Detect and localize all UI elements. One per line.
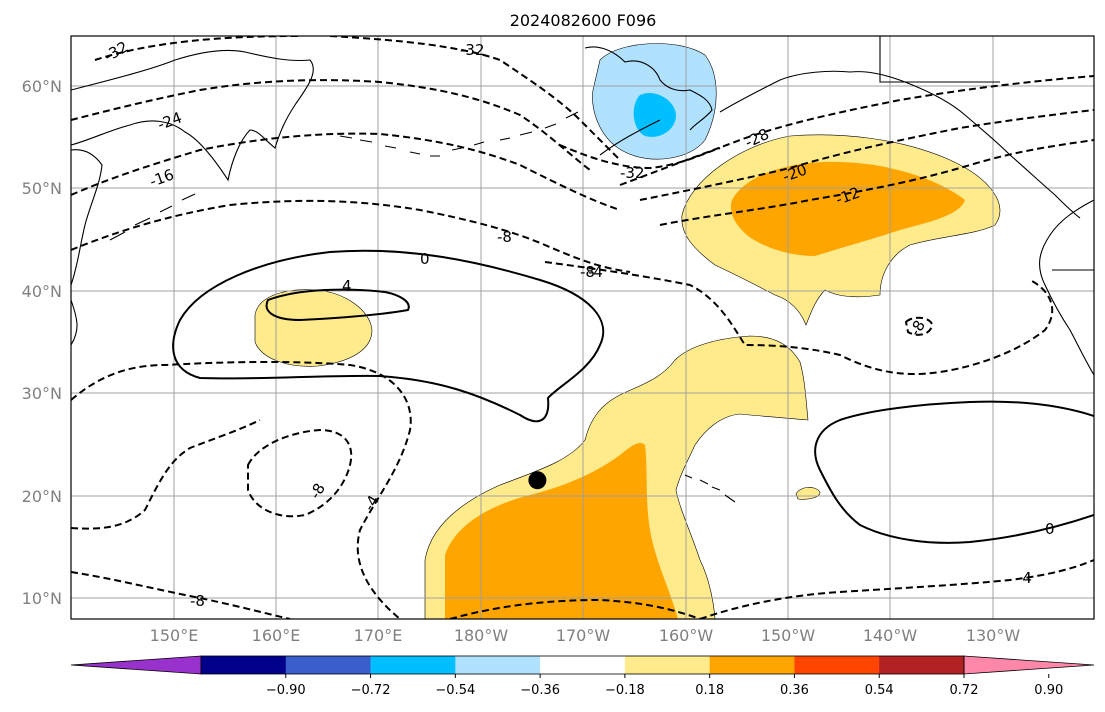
colorbar: −0.90 −0.72 −0.54 −0.36 −0.18 0.18 0.36 0.54 0.7… — [70, 655, 1095, 698]
lat-label: 40°N — [22, 282, 62, 301]
colorbar-tick-label: 0.18 — [695, 683, 724, 698]
anomaly-orange-subtropics — [445, 443, 678, 619]
coast-north-america — [1039, 199, 1094, 376]
lat-label: 10°N — [22, 589, 62, 608]
contour-neg4-west — [71, 360, 412, 619]
contour-zero-east — [814, 400, 1094, 544]
contour-neg4-north — [544, 261, 1054, 375]
map-border — [70, 35, 1095, 620]
anomaly-fill — [254, 43, 1001, 619]
coast-aleutians — [339, 111, 579, 157]
colorbar-segment — [709, 656, 795, 674]
contour-4-west — [265, 288, 410, 322]
colorbar-tick-label: 0.90 — [1034, 683, 1063, 698]
lon-label: 150°W — [761, 626, 816, 645]
anomaly-blue-bering — [633, 92, 676, 137]
contour-label: -8 — [580, 263, 595, 281]
gridlines — [71, 36, 1094, 619]
colorbar-tick-label: −0.54 — [435, 683, 475, 698]
colorbar-segment — [794, 656, 880, 674]
contour-label: -8 — [497, 228, 512, 246]
contour-label: 0 — [1045, 520, 1055, 538]
colorbar-tick-label: −0.18 — [605, 683, 645, 698]
lat-label: 50°N — [22, 179, 62, 198]
lat-label: 30°N — [22, 384, 62, 403]
coast-sakhalin-japan — [71, 149, 103, 346]
colorbar-tick-label: −0.36 — [520, 683, 560, 698]
contour-neg8-west — [247, 428, 353, 518]
colorbar-outline — [200, 655, 965, 675]
lon-label: 170°E — [354, 626, 403, 645]
colorbar-segment — [455, 656, 541, 674]
contour-neg8-southcenter — [449, 598, 701, 619]
lon-label: 140°W — [863, 626, 918, 645]
contour-neg16 — [71, 132, 621, 211]
colorbar-segment — [201, 656, 287, 674]
colorbar-tick-label: 0.72 — [950, 683, 979, 698]
contour-neg32-loop — [559, 144, 721, 170]
anomaly-orange-gulf-alaska — [730, 161, 965, 256]
lon-label: 130°W — [966, 626, 1021, 645]
contour-label: -32 — [460, 41, 485, 59]
lon-label: 170°W — [556, 626, 611, 645]
contour-label: 0 — [420, 250, 430, 268]
colorbar-segment — [285, 656, 372, 674]
coast-kamchatka — [71, 49, 314, 182]
colorbar-extend-high — [963, 655, 1095, 675]
lon-label: 160°W — [659, 626, 714, 645]
coast-kuril — [109, 193, 196, 241]
map-title: 2024082600 F096 — [510, 11, 657, 30]
contour-neg8-south — [71, 571, 291, 619]
location-marker — [528, 471, 547, 490]
colorbar-tick-label: −0.90 — [266, 683, 306, 698]
colorbar-segment — [370, 656, 456, 674]
contour-neg8-north — [71, 199, 631, 273]
contour-label: -8 — [190, 592, 205, 610]
latitude-labels: 60°N 50°N 40°N 30°N 20°N 10°N — [22, 77, 62, 608]
lon-label: 160°E — [252, 626, 301, 645]
contour-label: -32 — [620, 164, 645, 182]
contour-zero-west — [172, 249, 605, 423]
colorbar-segment — [624, 656, 711, 674]
colorbar-segment — [540, 656, 626, 674]
contour-neg24 — [71, 79, 591, 171]
lat-label: 20°N — [22, 487, 62, 506]
lon-label: 150°E — [150, 626, 199, 645]
lat-label: 60°N — [22, 77, 62, 96]
longitude-labels: 150°E 160°E 170°E 180°W 170°W 160°W 150°… — [150, 626, 1021, 645]
colorbar-tick-label: −0.72 — [351, 683, 391, 698]
contour-label: -4 — [1017, 569, 1032, 587]
coast-border — [879, 36, 1094, 271]
contour-label: 4 — [342, 277, 352, 295]
contour-neg28 — [619, 75, 1094, 186]
contour-neg4-southwest — [71, 419, 261, 530]
colorbar-extend-low — [70, 655, 202, 675]
lon-label: 180°W — [454, 626, 509, 645]
contour-neg4-southeast — [699, 559, 1094, 619]
coastlines — [71, 36, 1094, 503]
coast-alaska — [584, 46, 1081, 219]
colorbar-tick-label: 0.54 — [865, 683, 894, 698]
colorbar-tick-label: 0.36 — [780, 683, 809, 698]
contour-label: -4 — [588, 263, 603, 281]
map-area: -32 -32 -24 -16 -8 -28 -20 -12 -32 -8 -4… — [71, 36, 1094, 619]
colorbar-segment — [879, 656, 965, 674]
coast-hawaii — [684, 474, 736, 503]
